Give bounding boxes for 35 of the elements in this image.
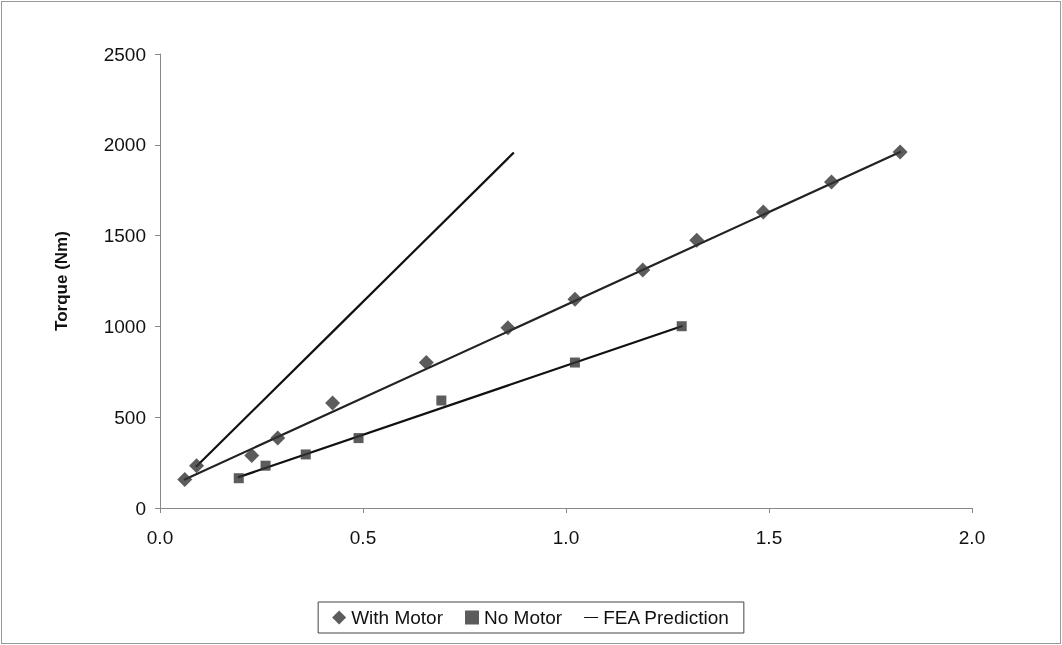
point bbox=[270, 430, 286, 446]
y-tick-label: 0 bbox=[135, 497, 146, 519]
point bbox=[567, 291, 583, 307]
legend-label: With Motor bbox=[351, 607, 444, 628]
y-tick-label: 1500 bbox=[103, 225, 146, 247]
x-tick-label: 0.0 bbox=[146, 527, 174, 548]
legend-label: No Motor bbox=[484, 607, 563, 628]
point bbox=[500, 320, 516, 336]
point bbox=[353, 433, 364, 444]
point bbox=[325, 395, 341, 411]
x-tick-label: 1.0 bbox=[552, 527, 580, 548]
y-tick-label: 2000 bbox=[103, 134, 146, 156]
x-tick-label: 0.5 bbox=[349, 527, 377, 548]
point bbox=[689, 232, 705, 248]
point bbox=[189, 458, 205, 474]
point bbox=[300, 449, 311, 460]
point bbox=[233, 473, 244, 484]
point bbox=[260, 460, 271, 471]
point bbox=[418, 355, 434, 371]
point bbox=[569, 357, 580, 368]
x-tick-label: 2.0 bbox=[958, 527, 986, 548]
point bbox=[676, 321, 687, 332]
y-tick-label: 2500 bbox=[103, 43, 146, 65]
point bbox=[177, 471, 193, 487]
point bbox=[892, 144, 908, 160]
point bbox=[244, 448, 260, 464]
y-axis-title: Torque (Nm) bbox=[52, 231, 71, 331]
point bbox=[436, 395, 447, 406]
x-tick-label: 1.5 bbox=[755, 527, 783, 548]
point bbox=[824, 174, 840, 190]
y-tick-label: 500 bbox=[114, 406, 146, 428]
point bbox=[635, 262, 651, 278]
point bbox=[755, 204, 771, 220]
legend-label: FEA Prediction bbox=[603, 607, 729, 628]
y-tick-label: 1000 bbox=[103, 315, 146, 337]
